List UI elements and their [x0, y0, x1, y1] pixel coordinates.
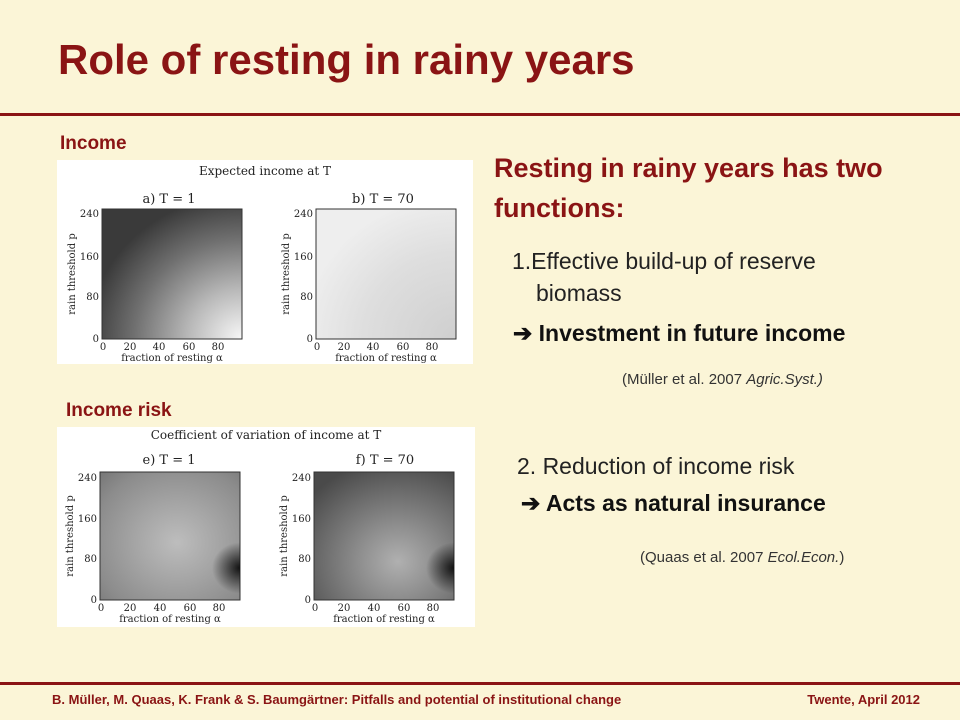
- point-2: 2. Reduction of income risk: [517, 453, 795, 479]
- x-tick: 0: [314, 342, 320, 353]
- right-arrow-icon: ➔: [513, 320, 533, 346]
- slide-title: Role of resting in rainy years: [58, 36, 635, 83]
- x-tick: 20: [124, 603, 137, 614]
- footer-event: Twente, April 2012: [807, 692, 920, 707]
- x-tick: 80: [426, 342, 439, 353]
- x-tick: 40: [367, 342, 380, 353]
- title-divider: [0, 113, 960, 116]
- y-tick: 160: [80, 252, 99, 263]
- y-axis-label-e: rain threshold p: [65, 495, 76, 577]
- y-tick: 80: [298, 554, 311, 565]
- footer-divider: [0, 682, 960, 685]
- y-tick: 240: [78, 473, 97, 484]
- citation-2-journal: Ecol.Econ.: [767, 549, 840, 566]
- y-tick: 0: [307, 334, 313, 345]
- citation-1: (Müller et al. 2007 Agric.Syst.): [622, 371, 823, 388]
- x-tick: 40: [154, 603, 167, 614]
- panel-e-shade: [100, 472, 240, 600]
- citation-1-journal: Agric.Syst.): [746, 371, 823, 388]
- panel-e-label: e) T = 1: [143, 453, 196, 468]
- y-tick: 80: [86, 292, 99, 303]
- y-tick: 240: [292, 473, 311, 484]
- x-tick: 0: [100, 342, 106, 353]
- panel-b-label: b) T = 70: [352, 192, 414, 207]
- y-tick: 80: [84, 554, 97, 565]
- x-tick: 40: [368, 603, 381, 614]
- y-tick: 160: [78, 514, 97, 525]
- functions-heading: Resting in rainy years has two functions…: [494, 153, 883, 223]
- y-axis-label-a: rain threshold p: [67, 233, 78, 315]
- panel-f-shade: [314, 472, 454, 600]
- income-risk-label: Income risk: [66, 400, 172, 421]
- y-tick: 160: [294, 252, 313, 263]
- footer-authors: B. Müller, M. Quaas, K. Frank & S. Baumg…: [52, 692, 622, 707]
- x-tick: 20: [124, 342, 137, 353]
- y-tick: 160: [292, 514, 311, 525]
- x-tick: 60: [398, 603, 411, 614]
- y-tick: 240: [80, 209, 99, 220]
- income-variation-figure: Coefficient of variation of income at T …: [57, 427, 475, 627]
- point-2-result-text: Acts as natural insurance: [545, 490, 826, 516]
- panel-f-label: f) T = 70: [356, 453, 414, 468]
- income-label: Income: [60, 133, 127, 154]
- x-tick: 80: [213, 603, 226, 614]
- y-tick: 0: [91, 595, 97, 606]
- panel-b-plot: [315, 208, 457, 340]
- x-tick: 20: [338, 342, 351, 353]
- x-tick: 0: [312, 603, 318, 614]
- x-axis-label-f: fraction of resting α: [333, 614, 435, 625]
- expected-income-figure: Expected income at T a) T = 1 b) T = 70 …: [57, 160, 473, 364]
- x-tick: 60: [184, 603, 197, 614]
- figure-title: Coefficient of variation of income at T: [151, 428, 382, 442]
- y-tick: 0: [93, 334, 99, 345]
- x-tick: 40: [153, 342, 166, 353]
- citation-2: (Quaas et al. 2007 Ecol.Econ.): [640, 549, 844, 566]
- right-arrow-icon: ➔: [521, 490, 541, 516]
- panel-a-plot: [101, 208, 243, 340]
- x-tick: 0: [98, 603, 104, 614]
- x-tick: 80: [427, 603, 440, 614]
- figure-title: Expected income at T: [199, 164, 331, 178]
- y-tick: 240: [294, 209, 313, 220]
- x-tick: 20: [338, 603, 351, 614]
- x-axis-label-b: fraction of resting α: [335, 353, 437, 364]
- citation-2-text: (Quaas et al. 2007: [640, 549, 768, 566]
- citation-2-close: ): [839, 549, 845, 566]
- point-1-result: ➔ Investment in future income: [513, 320, 845, 347]
- point-1-result-text: Investment in future income: [538, 320, 846, 346]
- panel-a-label: a) T = 1: [142, 192, 195, 207]
- citation-1-text: (Müller et al. 2007: [622, 371, 747, 388]
- y-tick: 80: [300, 292, 313, 303]
- y-axis-label-b: rain threshold p: [281, 233, 292, 315]
- x-axis-label-a: fraction of resting α: [121, 353, 223, 364]
- x-tick: 60: [183, 342, 196, 353]
- x-axis-label-e: fraction of resting α: [119, 614, 221, 625]
- point-1-line-2: biomass: [536, 280, 622, 306]
- y-tick: 0: [305, 595, 311, 606]
- x-tick: 60: [397, 342, 410, 353]
- y-axis-label-f: rain threshold p: [279, 495, 290, 577]
- point-1-line-1: 1.Effective build-up of reserve: [512, 248, 816, 274]
- x-tick: 80: [212, 342, 225, 353]
- point-2-result: ➔ Acts as natural insurance: [521, 490, 826, 517]
